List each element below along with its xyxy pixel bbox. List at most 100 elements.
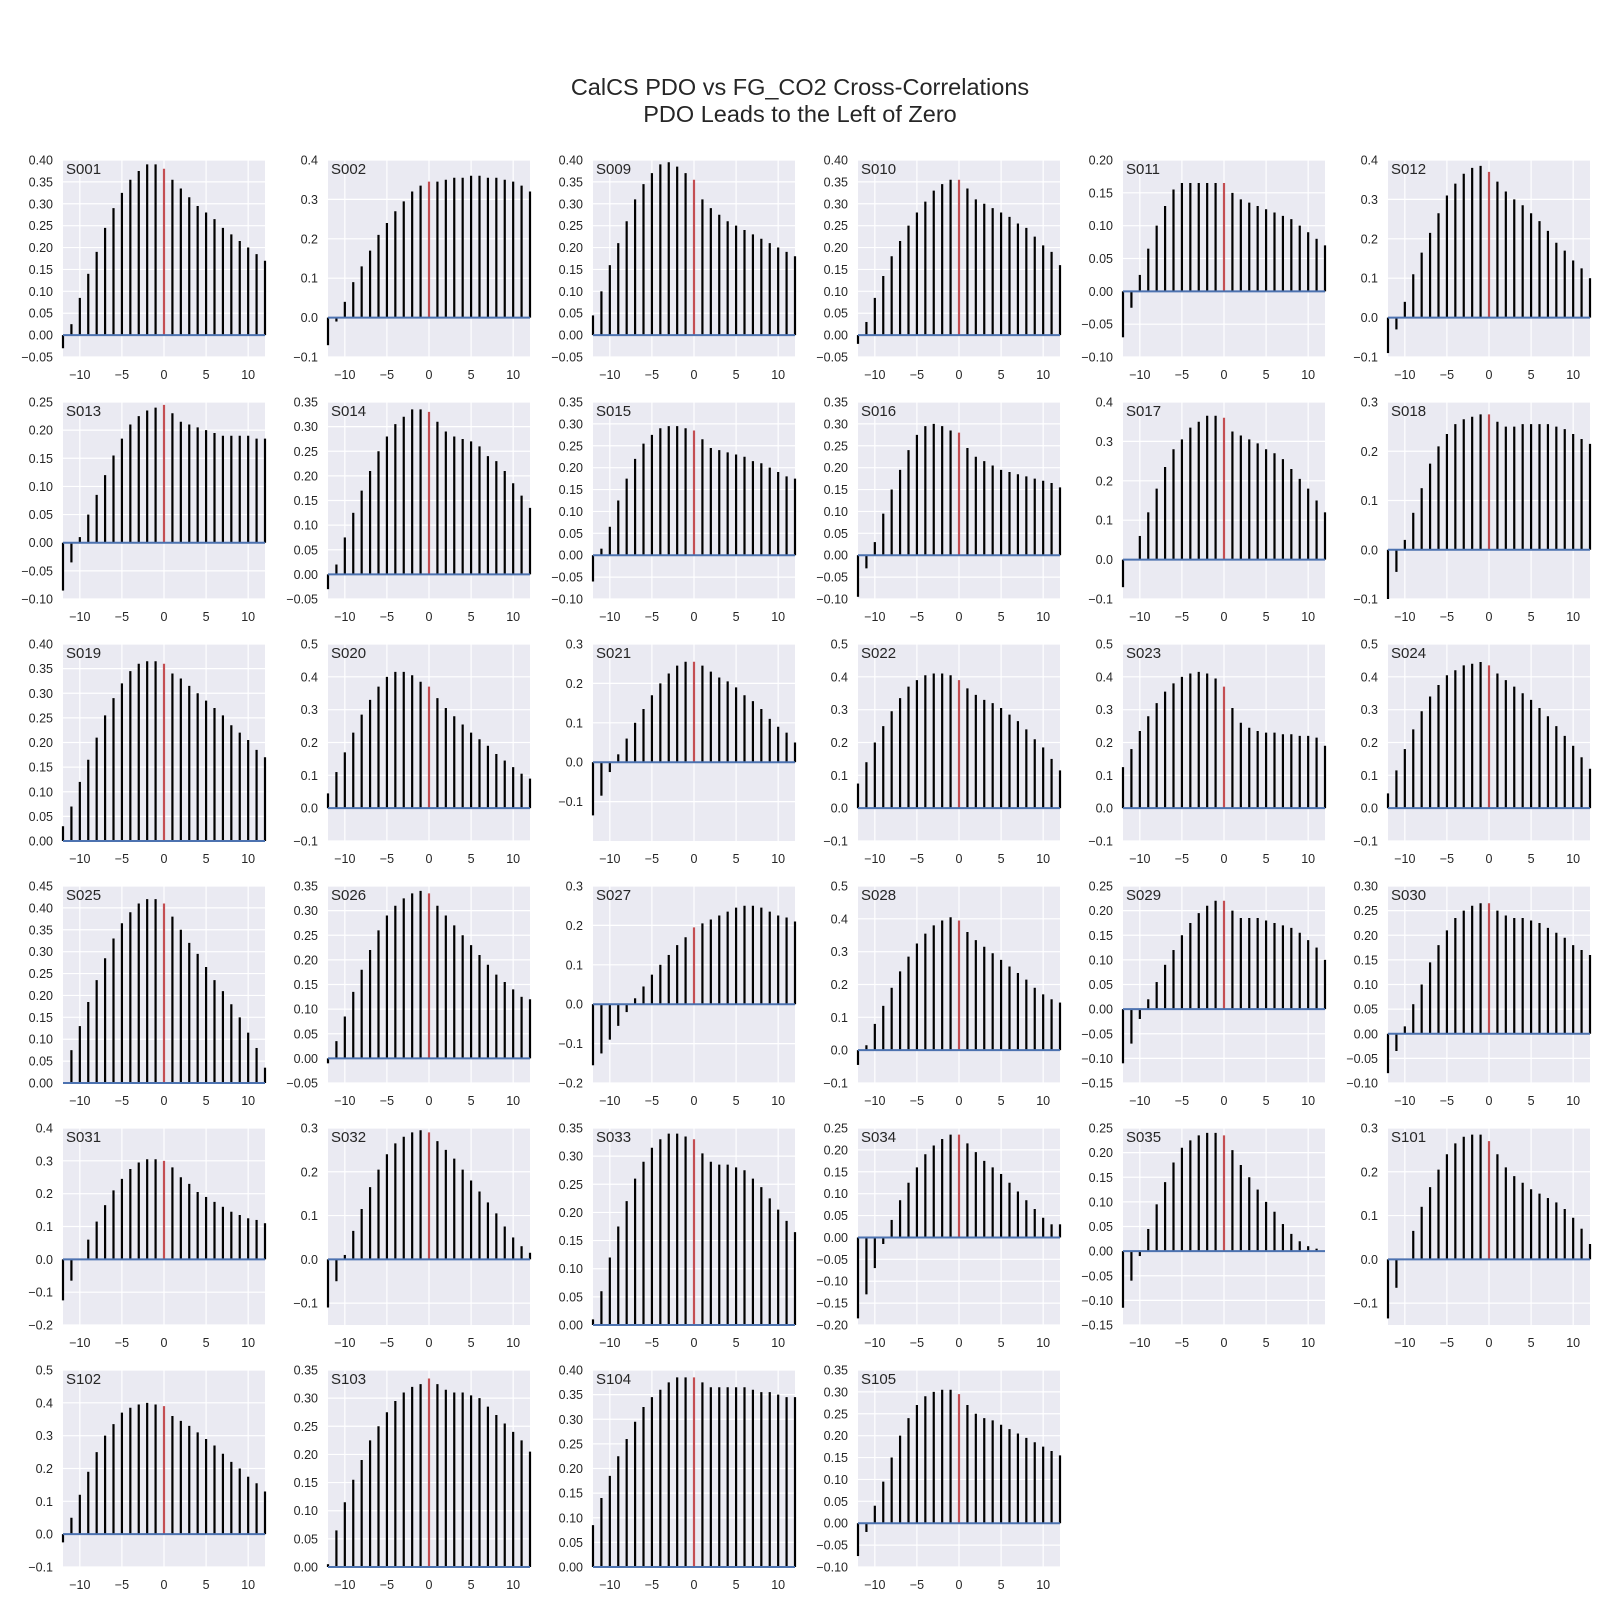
x-tick-label: −5 — [645, 1094, 659, 1108]
panel-s020: S020 0.5 0.4 0.3 0.2 0.1 0.0 −0.1 −10 −5 0 5 10 — [293, 638, 532, 866]
y-tick-label: −0.05 — [1081, 318, 1113, 332]
y-tick-label: 0.3 — [36, 1429, 53, 1443]
y-tick-label: 0.0 — [301, 802, 318, 816]
panel-label: S031 — [66, 1129, 101, 1146]
y-tick-label: 0.5 — [36, 1364, 53, 1378]
title-line-1: CalCS PDO vs FG_CO2 Cross-Correlations — [570, 74, 1030, 100]
x-tick-label: −5 — [910, 1094, 924, 1108]
y-tick-label: 0.1 — [1361, 1209, 1378, 1223]
y-tick-label: −0.1 — [823, 835, 848, 849]
y-tick-label: 0.05 — [29, 1055, 53, 1069]
x-tick-label: 10 — [506, 1094, 520, 1108]
y-tick-label: 0.10 — [824, 1187, 848, 1201]
y-tick-label: 0.05 — [824, 1495, 848, 1509]
y-tick-label: −0.2 — [28, 1319, 53, 1333]
y-tick-label: 0.1 — [1361, 272, 1378, 286]
x-tick-label: 10 — [241, 1578, 255, 1592]
y-tick-label: −0.10 — [1081, 351, 1113, 365]
x-tick-label: 10 — [1301, 610, 1315, 624]
x-tick-label: −10 — [864, 1578, 885, 1592]
y-tick-label: 0.2 — [1096, 736, 1113, 750]
y-tick-label: 0.2 — [36, 1187, 53, 1201]
y-tick-label: 0.25 — [559, 219, 583, 233]
y-tick-label: 0.4 — [1361, 154, 1378, 168]
panel-s019: S019 0.40 0.35 0.30 0.25 0.20 0.15 0.10 0.05 0.00… — [29, 638, 267, 866]
x-tick-label: −5 — [1440, 852, 1454, 866]
y-tick-label: 0.3 — [831, 945, 848, 959]
x-tick-label: 10 — [506, 852, 520, 866]
x-tick-label: −5 — [115, 1094, 129, 1108]
x-tick-label: −5 — [380, 1578, 394, 1592]
x-tick-label: 5 — [203, 1094, 210, 1108]
x-tick-label: 5 — [1263, 1336, 1270, 1350]
y-tick-label: 0.20 — [1089, 1146, 1113, 1160]
x-tick-label: −10 — [1394, 368, 1415, 382]
x-tick-label: 5 — [998, 610, 1005, 624]
y-tick-label: 0.25 — [29, 396, 53, 410]
x-tick-label: −5 — [1175, 610, 1189, 624]
y-tick-label: 0.20 — [294, 953, 318, 967]
y-tick-label: 0.35 — [29, 923, 53, 937]
y-tick-label: 0.40 — [559, 154, 583, 168]
y-tick-label: 0.1 — [1361, 494, 1378, 508]
y-tick-label: 0.25 — [29, 219, 53, 233]
y-tick-label: 0.05 — [824, 1209, 848, 1223]
y-tick-label: 0.0 — [1361, 1253, 1378, 1267]
y-tick-label: 0.2 — [1361, 1165, 1378, 1179]
y-tick-label: 0.5 — [1096, 638, 1113, 652]
y-tick-label: 0.0 — [1361, 802, 1378, 816]
y-tick-label: −0.05 — [816, 1539, 848, 1553]
x-tick-label: 10 — [1301, 1336, 1315, 1350]
y-tick-label: 0.30 — [559, 1150, 583, 1164]
y-tick-label: 0.20 — [29, 736, 53, 750]
y-tick-label: 0.4 — [831, 912, 848, 926]
y-tick-label: −0.15 — [816, 1297, 848, 1311]
y-tick-label: 0.05 — [29, 810, 53, 824]
y-tick-label: 0.3 — [1361, 703, 1378, 717]
y-tick-label: 0.35 — [29, 175, 53, 189]
y-tick-label: −0.1 — [28, 1561, 53, 1575]
x-tick-label: 10 — [771, 1578, 785, 1592]
y-tick-label: 0.25 — [29, 711, 53, 725]
panel-s001: S001 0.40 0.35 0.30 0.25 0.20 0.15 0.10 0.05 0.00… — [21, 154, 267, 382]
y-tick-label: 0.0 — [1361, 311, 1378, 325]
panel-label: S017 — [1126, 403, 1161, 420]
x-tick-label: 5 — [468, 1336, 475, 1350]
x-tick-label: −5 — [115, 852, 129, 866]
y-tick-label: 0.3 — [1096, 435, 1113, 449]
x-tick-label: −10 — [334, 852, 355, 866]
y-tick-label: 0.00 — [1354, 1027, 1378, 1041]
x-tick-label: −5 — [1175, 1336, 1189, 1350]
x-tick-label: 5 — [1263, 610, 1270, 624]
x-tick-label: 0 — [956, 1336, 963, 1350]
x-tick-label: 10 — [241, 1094, 255, 1108]
y-tick-label: 0.40 — [559, 1364, 583, 1378]
x-tick-label: 10 — [1301, 1094, 1315, 1108]
y-tick-label: 0.30 — [294, 1392, 318, 1406]
x-tick-label: −10 — [69, 852, 90, 866]
y-tick-label: 0.15 — [29, 452, 53, 466]
panel-s101: S101 0.3 0.2 0.1 0.0 −0.1 −10 −5 0 5 10 — [1353, 1122, 1592, 1350]
y-tick-label: 0.05 — [294, 1027, 318, 1041]
y-tick-label: 0.3 — [566, 880, 583, 894]
y-tick-label: 0.35 — [559, 396, 583, 410]
panel-s021: S021 0.3 0.2 0.1 0.0 −0.1 −10 −5 0 5 10 — [558, 638, 797, 866]
y-tick-label: −0.10 — [816, 1561, 848, 1575]
x-tick-label: 10 — [241, 1336, 255, 1350]
y-tick-label: 0.3 — [566, 638, 583, 652]
panel-label: S021 — [596, 645, 631, 662]
x-tick-label: 5 — [733, 368, 740, 382]
x-tick-label: 5 — [468, 610, 475, 624]
y-tick-label: 0.05 — [294, 1532, 318, 1546]
x-tick-label: 5 — [1528, 368, 1535, 382]
y-tick-label: 0.25 — [559, 439, 583, 453]
y-tick-label: −0.1 — [558, 1037, 583, 1051]
y-tick-label: 0.35 — [29, 662, 53, 676]
panel-label: S104 — [596, 1371, 631, 1388]
x-tick-label: 0 — [1221, 852, 1228, 866]
x-tick-label: 0 — [1221, 1336, 1228, 1350]
panel-s035: S035 0.25 0.20 0.15 0.10 0.05 0.00 −0.05 −0.10 −0… — [1081, 1122, 1325, 1350]
x-tick-label: 0 — [161, 852, 168, 866]
y-tick-label: 0.10 — [1354, 978, 1378, 992]
y-tick-label: 0.4 — [1096, 396, 1113, 410]
